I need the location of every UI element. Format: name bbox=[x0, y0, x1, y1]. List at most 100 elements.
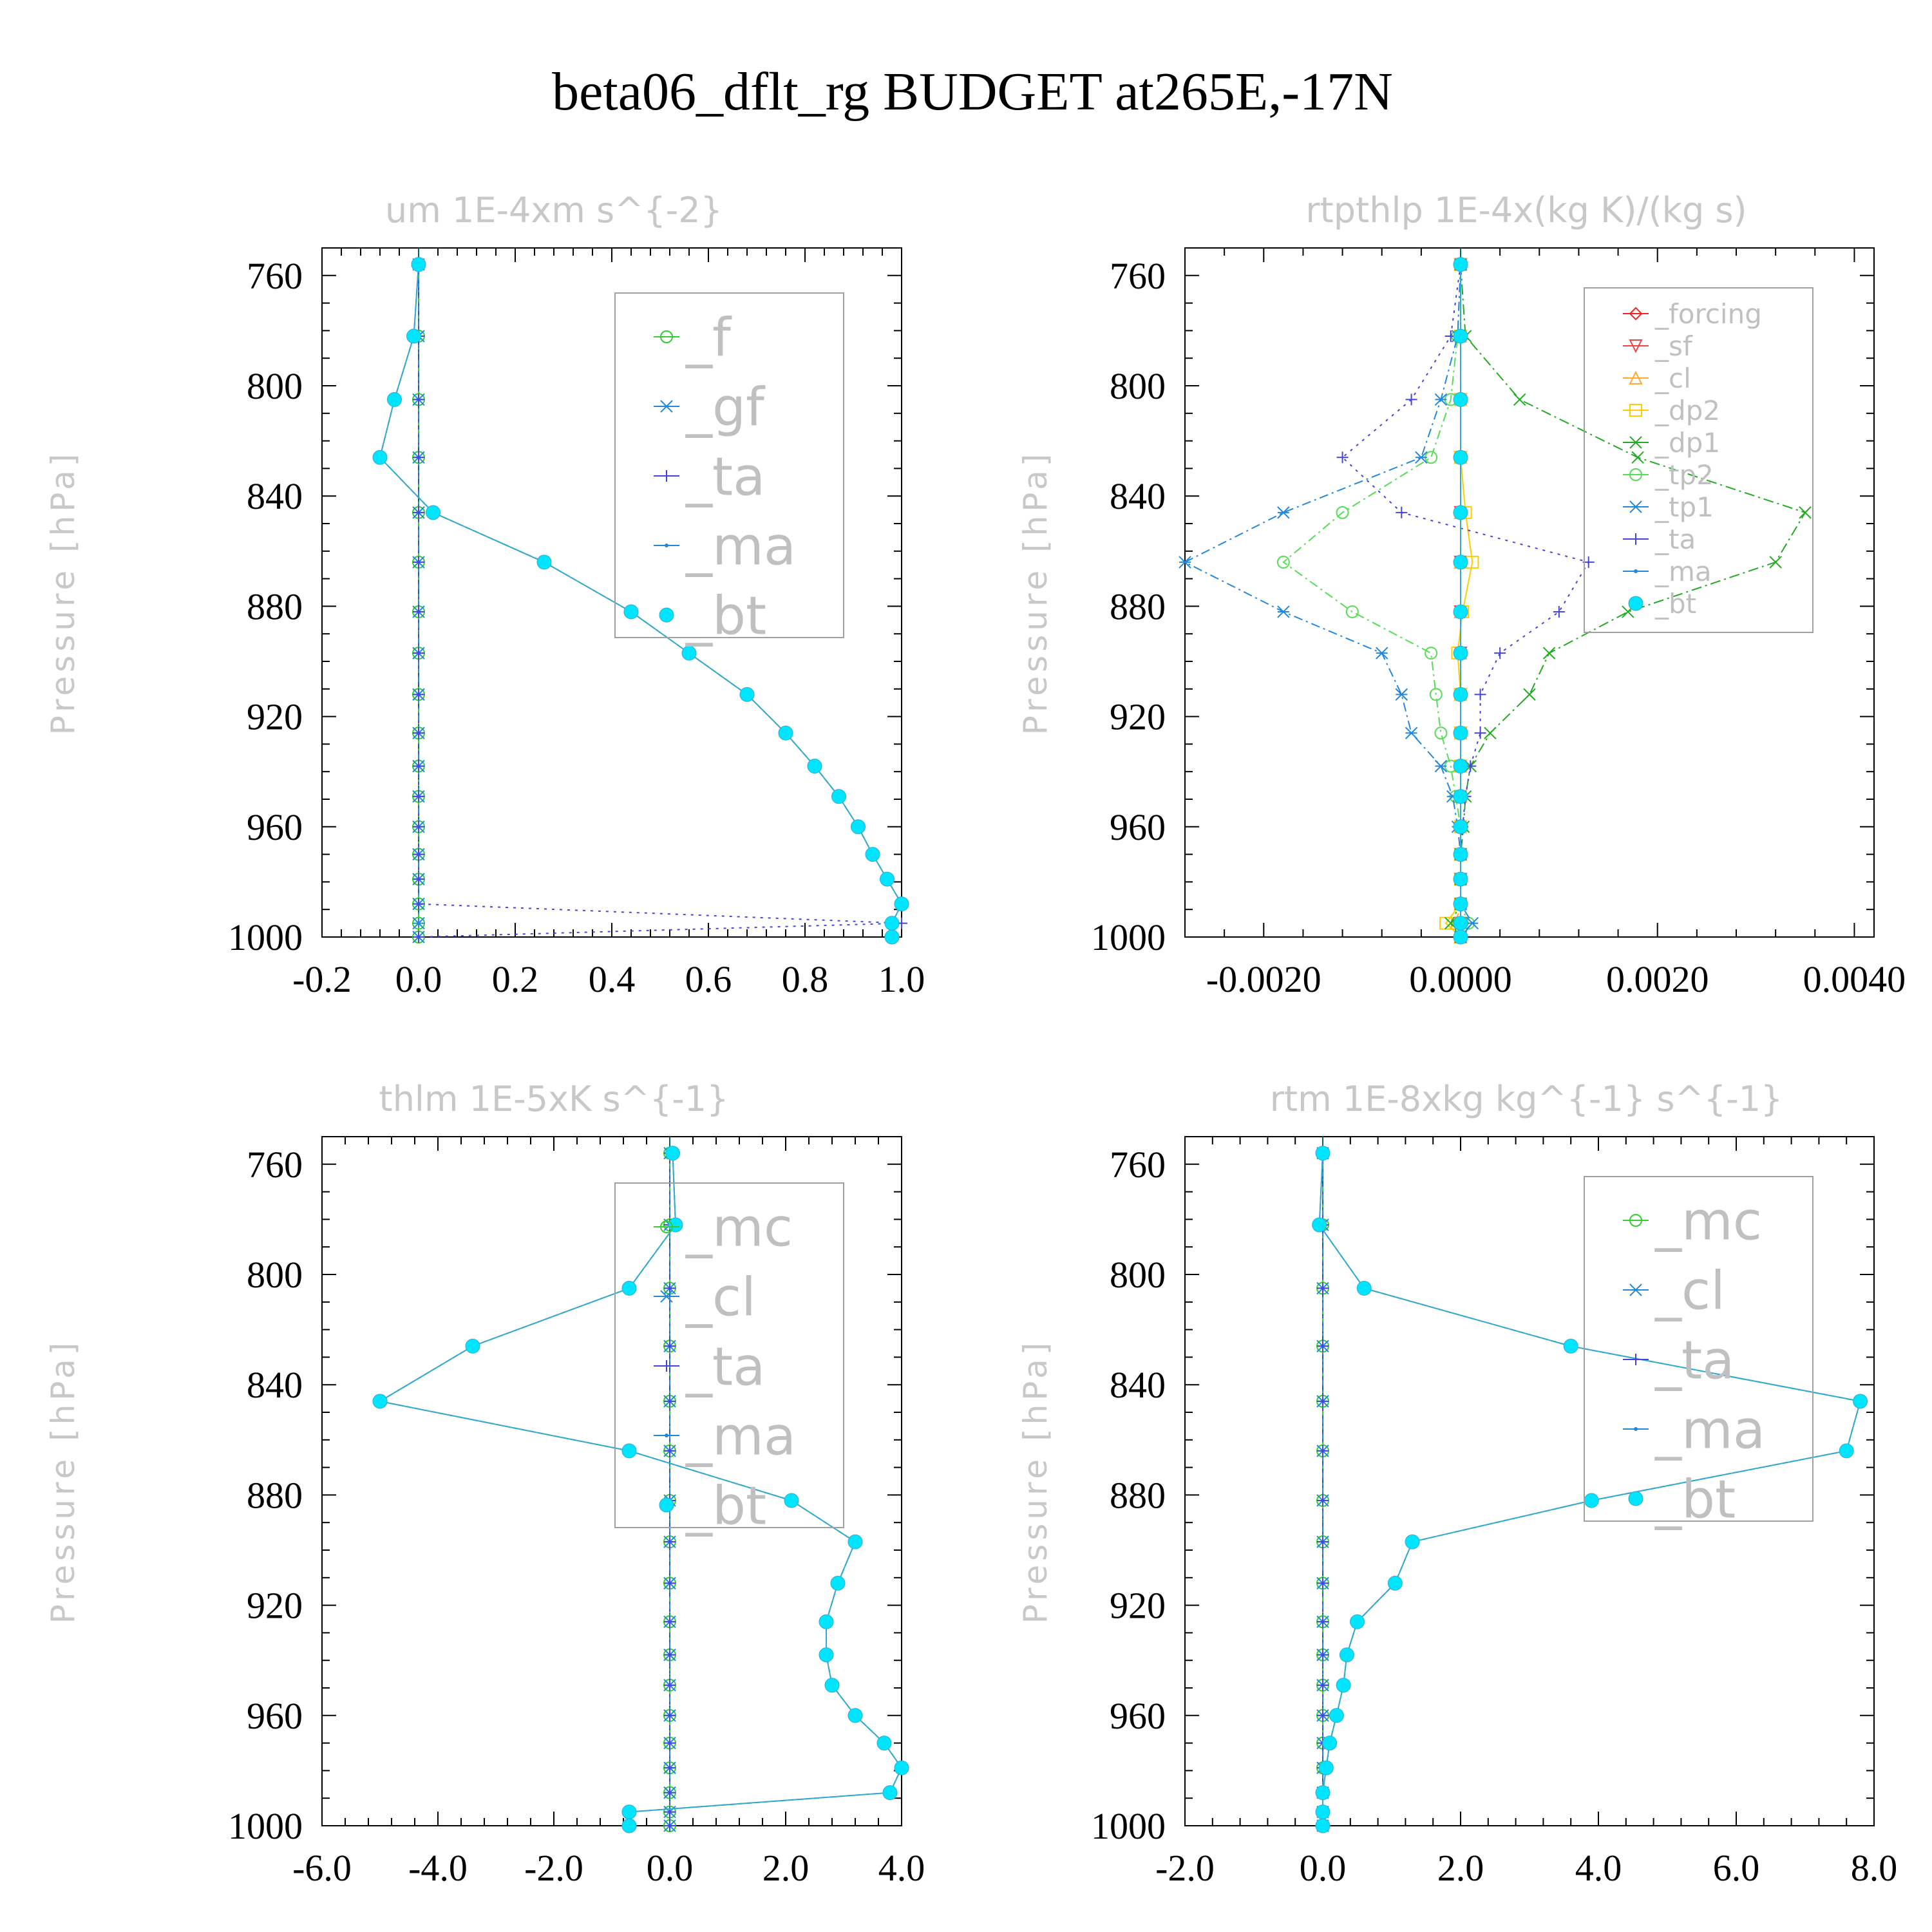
data-point bbox=[621, 1818, 637, 1833]
legend-label: _cl bbox=[685, 1267, 756, 1329]
y-tick-label: 1000 bbox=[1091, 916, 1166, 958]
y-tick-label: 1000 bbox=[1091, 1805, 1166, 1847]
x-tick-label: -2.0 bbox=[1155, 1847, 1215, 1889]
legend-marker bbox=[659, 607, 674, 623]
y-tick-label: 920 bbox=[247, 696, 303, 738]
data-point bbox=[664, 1679, 676, 1691]
data-point bbox=[668, 1217, 683, 1233]
legend-label: _dp1 bbox=[1654, 427, 1720, 459]
data-point bbox=[884, 929, 900, 945]
x-tick-label: -2.0 bbox=[524, 1847, 583, 1889]
data-point bbox=[1494, 647, 1506, 659]
data-point bbox=[1453, 257, 1468, 272]
data-point bbox=[1453, 871, 1468, 887]
series-bt bbox=[1312, 1146, 1868, 1833]
x-tick-label: 0.2 bbox=[492, 958, 539, 1000]
figure-title: beta06_dflt_rg BUDGET at265E,-17N bbox=[552, 62, 1393, 122]
data-point bbox=[1405, 1534, 1420, 1549]
legend-marker bbox=[1629, 468, 1642, 481]
data-point bbox=[1584, 1493, 1599, 1508]
y-tick-label: 1000 bbox=[228, 1805, 303, 1847]
data-point bbox=[1317, 1577, 1329, 1589]
plot-frame bbox=[1184, 247, 1875, 938]
data-point bbox=[413, 898, 424, 910]
series-bt bbox=[372, 1146, 909, 1833]
legend-marker bbox=[1630, 533, 1642, 545]
y-tick-label: 920 bbox=[1110, 696, 1166, 738]
data-point bbox=[1415, 451, 1428, 464]
data-point bbox=[739, 687, 755, 702]
data-point bbox=[664, 1737, 676, 1749]
y-tick-label: 880 bbox=[247, 585, 303, 627]
data-point bbox=[1434, 759, 1448, 773]
data-point bbox=[1336, 1678, 1351, 1693]
data-point bbox=[848, 1708, 863, 1723]
x-tick-label: 0.0 bbox=[395, 958, 442, 1000]
data-point bbox=[831, 789, 846, 804]
data-point bbox=[884, 916, 900, 931]
legend-marker bbox=[1629, 339, 1643, 354]
y-tick-label: 800 bbox=[1110, 365, 1166, 407]
legend-label: _ta bbox=[685, 447, 765, 508]
data-point bbox=[1631, 451, 1644, 464]
panel-title: um 1E-4xm s^{-2} bbox=[385, 190, 723, 231]
data-point bbox=[865, 847, 880, 862]
data-point bbox=[1329, 1708, 1344, 1723]
data-point bbox=[1322, 1736, 1338, 1751]
data-point bbox=[664, 1395, 676, 1407]
data-point bbox=[1317, 1494, 1329, 1506]
x-tick-label: 0.0 bbox=[647, 1847, 694, 1889]
data-point bbox=[1179, 556, 1191, 569]
y-tick-label: 880 bbox=[1110, 585, 1166, 627]
data-point bbox=[819, 1614, 834, 1629]
data-point bbox=[1315, 1785, 1331, 1801]
legend: _forcing_sf_cl_dp2_dp1_tp2_tp1_ta_ma_bt bbox=[1584, 287, 1814, 633]
data-point bbox=[1769, 556, 1782, 569]
data-point bbox=[664, 1616, 676, 1628]
legend-box bbox=[614, 292, 844, 638]
legend-marker bbox=[1629, 500, 1642, 513]
panel-title: rtm 1E-8xkg kg^{-1} s^{-1} bbox=[1270, 1079, 1783, 1119]
y-tick-label: 960 bbox=[247, 806, 303, 848]
y-axis-label: Pressure [hPa] bbox=[1017, 450, 1054, 735]
legend-label: _ta bbox=[685, 1337, 765, 1398]
legend-marker bbox=[1629, 370, 1643, 384]
data-point bbox=[664, 1709, 676, 1721]
legend-marker bbox=[661, 470, 672, 482]
data-point bbox=[894, 896, 909, 912]
x-tick-label: 0.4 bbox=[589, 958, 636, 1000]
data-point bbox=[664, 1282, 676, 1294]
x-tick-label: 0.0040 bbox=[1803, 958, 1906, 1000]
data-point bbox=[413, 931, 424, 943]
data-point bbox=[1453, 687, 1468, 702]
data-point bbox=[1466, 916, 1479, 930]
legend-marker bbox=[1629, 307, 1643, 321]
legend-marker bbox=[665, 1434, 668, 1437]
data-point bbox=[426, 505, 440, 520]
y-tick-label: 920 bbox=[1110, 1585, 1166, 1627]
data-point bbox=[1453, 450, 1468, 465]
plot-frame bbox=[321, 1136, 902, 1826]
legend-marker bbox=[1629, 1214, 1642, 1227]
legend-label: _tp2 bbox=[1654, 459, 1714, 491]
data-point bbox=[894, 1760, 909, 1776]
legend-marker bbox=[661, 1360, 672, 1372]
data-point bbox=[372, 1394, 388, 1409]
data-point bbox=[784, 1493, 799, 1508]
data-point bbox=[848, 1534, 863, 1549]
legend-label: _dp2 bbox=[1654, 395, 1720, 426]
data-point bbox=[536, 554, 552, 570]
data-point bbox=[882, 1785, 898, 1801]
data-point bbox=[1453, 789, 1468, 804]
legend-label: _forcing bbox=[1654, 298, 1762, 330]
series-bt bbox=[1453, 257, 1468, 945]
y-tick-label: 840 bbox=[1110, 1364, 1166, 1406]
data-point bbox=[1376, 647, 1388, 659]
data-point bbox=[1513, 393, 1526, 406]
data-point bbox=[1277, 506, 1290, 519]
data-point bbox=[1453, 929, 1468, 945]
panel-4: rtm 1E-8xkg kg^{-1} s^{-1} Pressure [hPa]… bbox=[1017, 1079, 1897, 1889]
y-tick-label: 760 bbox=[247, 1144, 303, 1186]
legend-label: _tp1 bbox=[1654, 491, 1714, 523]
